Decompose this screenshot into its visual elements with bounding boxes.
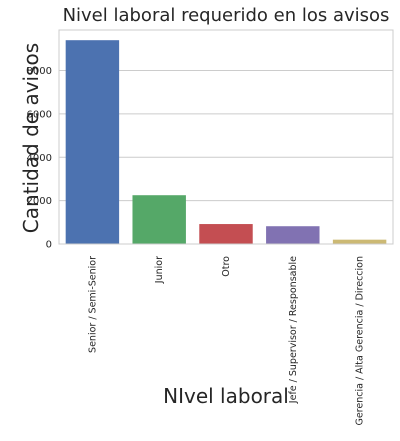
- y-tick-label: 4000: [27, 153, 52, 164]
- bars: [65, 40, 387, 244]
- x-tick-label: Jefe / Supervisor / Responsable: [288, 256, 299, 404]
- bar: [65, 40, 120, 244]
- y-tick-label: 0: [46, 240, 52, 251]
- plot-frame: [58, 29, 394, 245]
- y-tick-labels: 0 2000 4000 6000 8000: [27, 66, 52, 250]
- x-axis-label: NIvel laboral: [163, 384, 289, 408]
- x-tick-label: Junior: [154, 256, 165, 284]
- y-tick-label: 2000: [27, 196, 52, 207]
- y-tick-label: 8000: [27, 66, 52, 77]
- y-tick-label: 6000: [27, 109, 52, 120]
- x-tick-label: Gerencia / Alta Gerencia / Direccion: [355, 256, 366, 426]
- bar: [199, 224, 253, 244]
- bar: [266, 226, 320, 244]
- x-tick-label: Senior / Semi-Senior: [87, 256, 98, 353]
- x-tick-labels: Senior / Semi-Senior Junior Otro Jefe / Sup…: [87, 256, 365, 426]
- y-axis-label: Cantidad de avisos: [19, 43, 43, 233]
- bar: [332, 239, 387, 244]
- chart-title: Nivel laboral requerido en los avisos: [63, 5, 390, 26]
- bar: [132, 195, 186, 244]
- x-tick-label: Otro: [221, 256, 232, 277]
